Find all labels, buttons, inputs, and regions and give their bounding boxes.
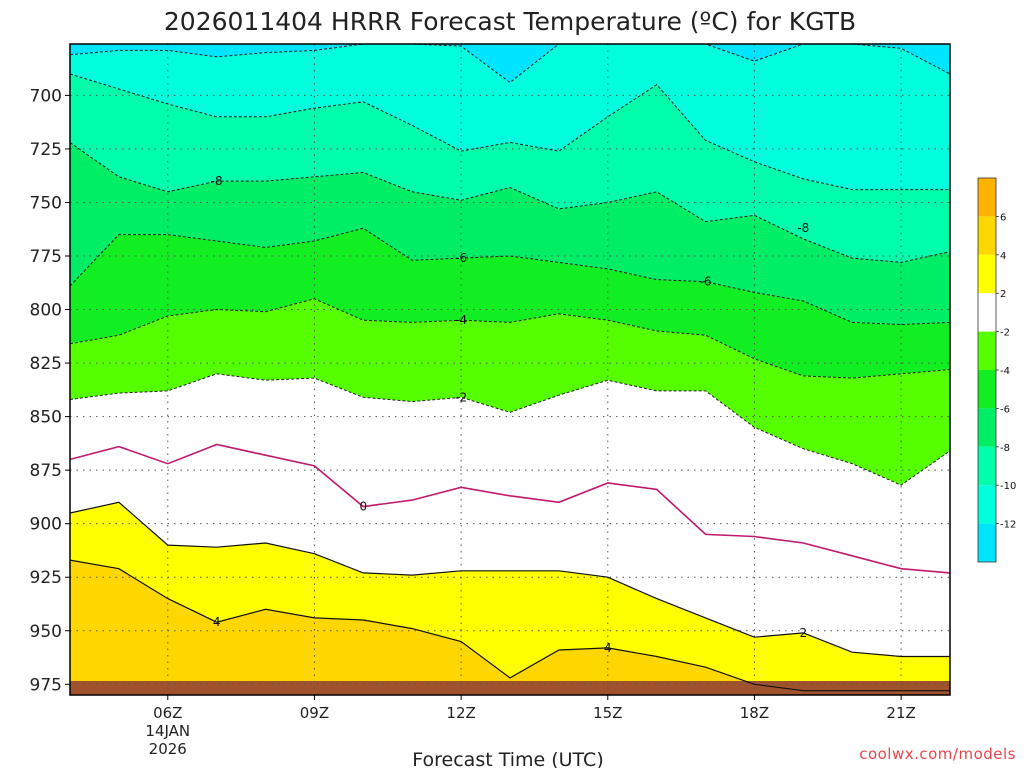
temperature-band: [70, 502, 950, 691]
legend-tick-label: 6: [1000, 212, 1006, 223]
y-tick-label: 950: [30, 622, 62, 642]
grid-lines: [70, 44, 950, 695]
x-axis-label: Forecast Time (UTC): [412, 749, 603, 768]
contour-label: 4: [213, 615, 221, 629]
temperature-fill-bands: [70, 44, 950, 695]
temperature-band: [70, 44, 950, 190]
legend-tick-label: 2: [1000, 289, 1006, 300]
contour-line: [70, 559, 950, 692]
contour-label: -8: [211, 174, 223, 188]
contour-line: [70, 73, 950, 191]
x-tick-year: 2026: [149, 740, 187, 758]
temperature-band: [70, 560, 950, 695]
contour-line: [70, 142, 950, 263]
legend-tick-label: -4: [1000, 366, 1010, 377]
contour-line: [70, 373, 950, 486]
x-tick-label: 09Z: [300, 704, 329, 722]
y-tick-label: 850: [30, 408, 62, 428]
y-tick-label: 800: [30, 301, 62, 321]
contour-label: -6: [455, 251, 467, 265]
plot-frame: [69, 43, 951, 696]
y-tick-label: 925: [30, 568, 62, 588]
y-tick-label: 775: [30, 247, 62, 267]
chart-title: 2026011404 HRRR Forecast Temperature (ºC…: [164, 7, 856, 36]
legend-tick-label: -2: [1000, 328, 1010, 339]
legend-bin: [978, 523, 996, 562]
y-tick-label: 750: [30, 193, 62, 213]
contour-line: [70, 298, 950, 379]
legend-bin: [978, 370, 996, 409]
contour-label: 4: [604, 641, 612, 655]
contour-label: 2: [800, 626, 808, 640]
legend-bin: [978, 254, 996, 294]
legend-bin: [978, 216, 996, 255]
contour-line: [70, 443, 950, 574]
x-tick-label: 18Z: [740, 704, 769, 722]
y-tick-label: 875: [30, 461, 62, 481]
legend-tick-label: -6: [1000, 404, 1010, 415]
legend-bin: [978, 408, 996, 447]
credit-link[interactable]: coolwx.com/models: [859, 745, 1016, 763]
contour-labels: -8 -8 -6 -6 -4 -2 0 2 4 4: [211, 174, 810, 655]
x-tick-label: 21Z: [886, 704, 915, 722]
legend-tick-label: -8: [1000, 443, 1010, 454]
contour-label: -4: [455, 313, 467, 327]
legend-tick-label: -10: [1000, 481, 1016, 492]
contour-line: [70, 44, 950, 84]
y-tick-label: 975: [30, 675, 62, 695]
contour-label: -2: [455, 390, 467, 404]
legend-bin: [978, 178, 996, 217]
temperature-band: [70, 373, 950, 573]
legend-tick-label: -12: [1000, 520, 1016, 531]
contour-lines: [70, 44, 950, 692]
x-tick-label: 06Z: [153, 704, 182, 722]
x-tick-label: 15Z: [593, 704, 622, 722]
y-tick-label: 825: [30, 354, 62, 374]
y-tick-label: 725: [30, 140, 62, 160]
legend-bin: [978, 293, 996, 332]
color-legend: 6 4 2 -2 -4 -6 -8 -10 -12: [977, 177, 1016, 563]
temperature-band: [70, 444, 950, 657]
legend-tick-label: 4: [1000, 251, 1006, 262]
temperature-band: [70, 142, 950, 325]
temperature-band: [70, 74, 950, 263]
temperature-band: [70, 298, 950, 486]
contour-line: [70, 501, 950, 658]
temperature-band: [70, 228, 950, 379]
x-tick-date: 14JAN: [145, 722, 190, 740]
x-tick-label: 12Z: [446, 704, 475, 722]
contour-line: [70, 227, 950, 326]
contour-label: -8: [797, 221, 809, 235]
y-tick-label: 700: [30, 86, 62, 106]
contour-label: 0: [360, 500, 368, 514]
temperature-band: [70, 44, 950, 83]
legend-bin: [978, 331, 996, 370]
ground-surface: [70, 681, 950, 695]
legend-bin: [978, 446, 996, 486]
legend-bin: [978, 485, 996, 524]
y-axis: 700 725 750 775 800 825 850 875 900 925 950 975: [30, 86, 70, 695]
y-tick-label: 900: [30, 515, 62, 535]
contour-label: -6: [700, 275, 712, 289]
